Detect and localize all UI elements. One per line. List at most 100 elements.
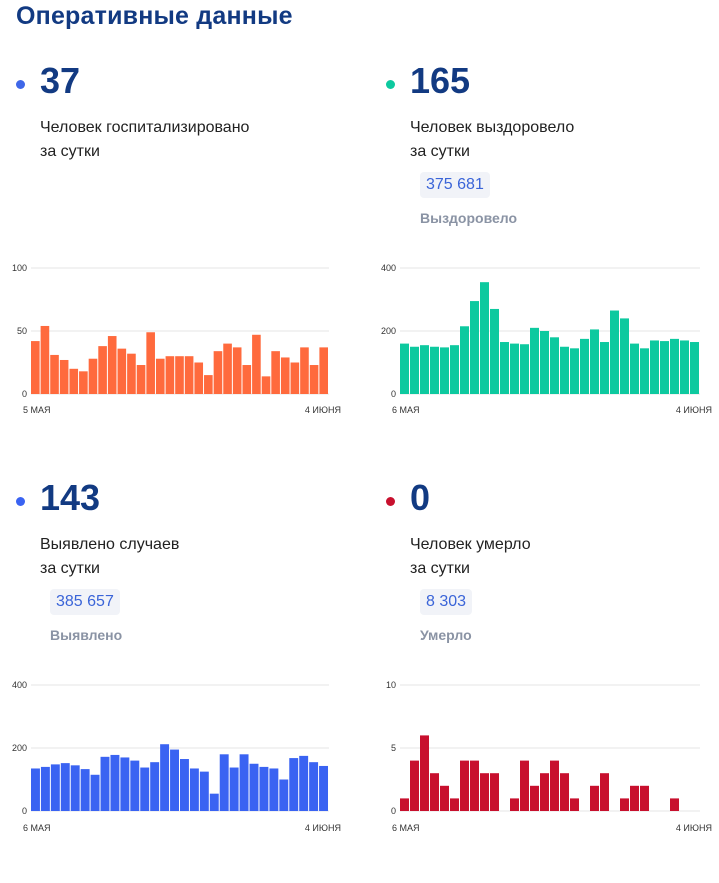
deaths-bar <box>560 773 569 811</box>
recovered-bar <box>640 348 649 394</box>
deaths-bar <box>450 798 459 811</box>
deaths-bar <box>630 785 639 811</box>
detected-bar <box>249 763 259 811</box>
deaths-bar <box>670 798 679 811</box>
hospitalized-bar <box>232 347 242 394</box>
deaths-x-end-label: 4 ИЮНЯ <box>676 823 712 833</box>
deaths-bar <box>440 785 449 811</box>
deaths-panel: 0 Человек умерло за сутки 8 303 Умерло <box>386 477 719 883</box>
bullet-dot <box>386 497 395 506</box>
description-line: за сутки <box>40 143 100 160</box>
page-title: Оперативные данные <box>16 2 293 30</box>
description-line: за сутки <box>40 560 100 577</box>
hospitalized-bar <box>184 356 194 394</box>
detected-bar <box>90 774 100 811</box>
hospitalized-bar <box>40 325 50 394</box>
recovered-description: Человек выздоровело за сутки <box>410 116 574 164</box>
detected-bar <box>60 763 70 811</box>
hospitalized-bar <box>252 334 261 394</box>
detected-bar <box>180 759 189 811</box>
hospitalized-bar <box>290 362 300 394</box>
detected-bar <box>170 749 179 811</box>
detected-y-tick-label: 0 <box>22 806 27 816</box>
hospitalized-bar <box>261 376 271 394</box>
hospitalized-bar <box>223 343 232 394</box>
detected-bar <box>309 762 319 811</box>
description-line: Выявлено случаев <box>40 536 180 553</box>
description-line: Человек умерло <box>410 536 531 553</box>
hospitalized-bar <box>31 341 40 394</box>
description-line: Человек выздоровело <box>410 119 575 136</box>
detected-bar <box>199 771 209 811</box>
recovered-bar <box>420 345 429 394</box>
recovered-bar <box>460 326 469 394</box>
deaths-bar <box>600 773 609 811</box>
hospitalized-bar <box>194 362 204 394</box>
hospitalized-panel: 37 Человек госпитализировано за сутки <box>16 60 356 466</box>
detected-bar <box>130 760 140 811</box>
recovered-bar <box>510 343 519 394</box>
hospitalized-bar <box>59 359 69 394</box>
deaths-bar <box>430 773 439 811</box>
detected-total-caption: Выявлено <box>50 627 123 643</box>
bullet-dot <box>16 497 25 506</box>
recovered-bar <box>400 343 409 394</box>
detected-x-end-label: 4 ИЮНЯ <box>305 823 341 833</box>
detected-bar <box>269 768 279 811</box>
recovered-bar <box>530 327 539 394</box>
hospitalized-bar <box>242 365 252 394</box>
recovered-bar <box>620 318 629 394</box>
detected-bar <box>80 769 90 811</box>
detected-bar <box>40 766 50 811</box>
hospitalized-y-tick-label: 0 <box>22 389 27 399</box>
detected-bar <box>140 767 150 811</box>
hospitalized-bar <box>88 358 98 394</box>
deaths-bar <box>540 773 549 811</box>
detected-bar <box>259 766 269 811</box>
hospitalized-bar <box>146 332 155 394</box>
recovered-bar <box>450 345 459 394</box>
detected-count: 143 <box>40 477 101 518</box>
detected-bar <box>31 768 40 811</box>
deaths-bar <box>530 785 539 811</box>
hospitalized-bar <box>107 336 117 394</box>
detected-panel: 143 Выявлено случаев за сутки 385 657 Вы… <box>16 477 356 883</box>
deaths-bar <box>520 760 529 811</box>
recovered-bar <box>680 340 689 394</box>
hospitalized-bar <box>319 347 328 394</box>
recovered-bar <box>560 346 569 394</box>
recovered-y-tick-label: 400 <box>381 263 396 273</box>
description-line: Человек госпитализировано <box>40 119 250 136</box>
description-line: за сутки <box>410 560 470 577</box>
detected-bar <box>239 754 249 811</box>
recovered-bar <box>650 340 659 394</box>
deaths-bar <box>480 773 489 811</box>
deaths-bar <box>510 798 519 811</box>
hospitalized-count: 37 <box>40 60 81 101</box>
deaths-count: 0 <box>410 477 431 518</box>
recovered-bar <box>610 310 619 394</box>
hospitalized-bar <box>50 354 59 394</box>
detected-bar <box>120 757 130 811</box>
deaths-bar <box>640 785 649 811</box>
deaths-bar <box>410 760 419 811</box>
recovered-bar <box>440 347 449 394</box>
description-line: за сутки <box>410 143 470 160</box>
recovered-x-end-label: 4 ИЮНЯ <box>676 405 712 415</box>
hospitalized-y-tick-label: 50 <box>17 326 27 336</box>
detected-y-tick-label: 400 <box>12 680 27 690</box>
hospitalized-bar <box>280 357 290 394</box>
deaths-y-tick-label: 10 <box>386 680 396 690</box>
detected-total-badge: 385 657 <box>50 589 120 615</box>
hospitalized-bar <box>165 356 175 394</box>
deaths-bar <box>470 760 479 811</box>
recovered-bar <box>670 338 679 394</box>
recovered-bar <box>470 301 479 394</box>
detected-bar <box>289 758 299 811</box>
detected-description: Выявлено случаев за сутки <box>40 533 179 581</box>
bullet-dot <box>386 80 395 89</box>
detected-bar <box>319 765 328 811</box>
deaths-bar <box>620 798 629 811</box>
hospitalized-bar <box>98 346 107 394</box>
hospitalized-bar <box>69 368 79 394</box>
